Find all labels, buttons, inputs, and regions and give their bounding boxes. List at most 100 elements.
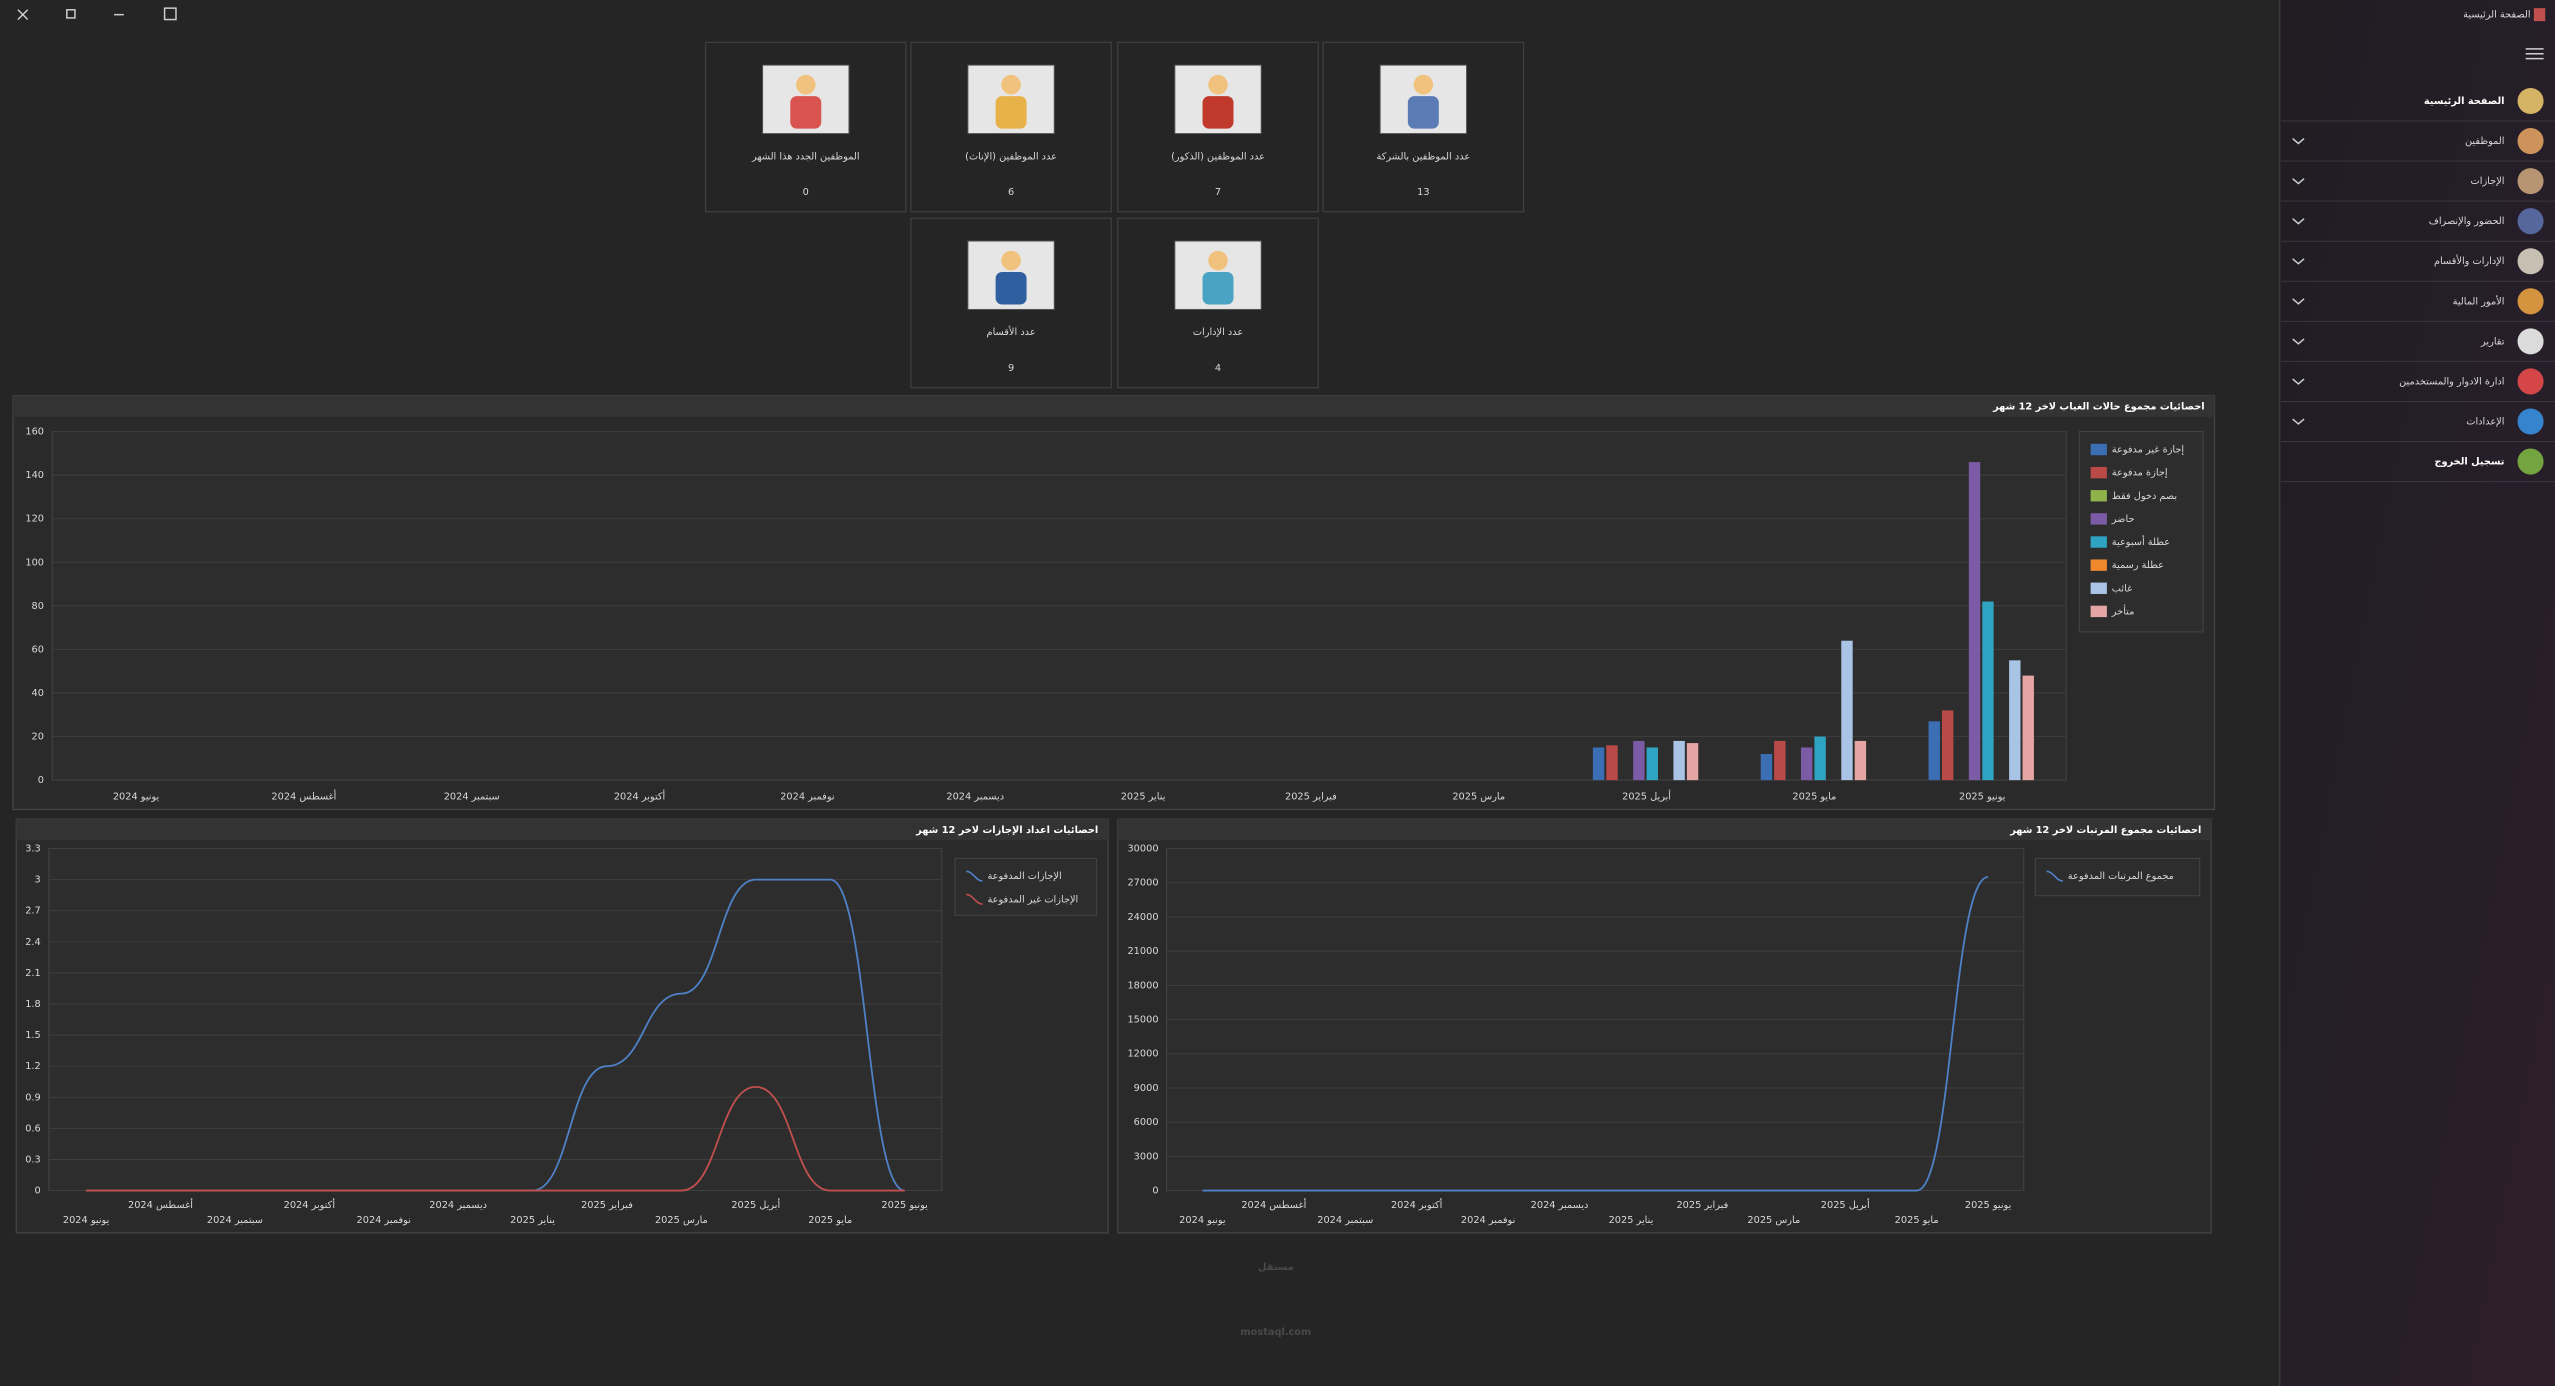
legend-label: الإجازات المدفوعة xyxy=(987,871,1061,882)
sidebar-title: الصفحة الرئيسية xyxy=(2463,10,2530,21)
card-value: 6 xyxy=(1008,187,1014,198)
menu-label[interactable]: الإعدادات xyxy=(2466,417,2504,428)
menu-item[interactable] xyxy=(2281,248,2555,282)
y-tick-label: 80 xyxy=(32,601,44,612)
chart-title: احصائيات اعداد الإجازات لاخر 12 شهر xyxy=(915,825,1098,836)
card-value: 13 xyxy=(1417,187,1429,198)
y-tick-label: 9000 xyxy=(1134,1083,1159,1094)
x-tick-label: يونيو 2024 xyxy=(113,791,160,802)
watermark-arabic: مستقل xyxy=(1258,1262,1294,1273)
menu-label[interactable]: الحضور والإنصراف xyxy=(2429,216,2505,227)
x-tick-label: أغسطس 2024 xyxy=(1241,1198,1306,1211)
menu-label[interactable]: الموظفين xyxy=(2465,136,2504,147)
bar xyxy=(2022,675,2034,781)
x-tick-label: ديسمبر 2024 xyxy=(1531,1200,1589,1211)
bar xyxy=(1606,745,1618,781)
bar xyxy=(1982,601,1994,781)
sidebar xyxy=(2279,0,2555,1386)
y-tick-label: 1.8 xyxy=(25,999,41,1010)
chart-header xyxy=(1117,819,2212,841)
y-tick-label: 21000 xyxy=(1127,946,1158,957)
menu-item[interactable] xyxy=(2281,448,2555,483)
chart-title: احصائيات مجموع حالات الغياب لاخر 12 شهر xyxy=(1992,401,2205,412)
menu-item[interactable] xyxy=(2281,87,2555,122)
card-icon-body xyxy=(1202,96,1234,129)
bar xyxy=(1686,743,1699,781)
bar xyxy=(1673,740,1685,781)
y-tick-label: 140 xyxy=(25,470,44,481)
y-tick-label: 12000 xyxy=(1127,1049,1158,1060)
x-tick-label: يناير 2025 xyxy=(1121,791,1166,802)
menu-chevron xyxy=(2292,378,2305,385)
y-tick-label: 0.3 xyxy=(25,1154,41,1165)
x-tick-label: فبراير 2025 xyxy=(1676,1200,1728,1211)
restore-button[interactable] xyxy=(66,9,76,19)
x-tick-label: يونيو 2025 xyxy=(1959,791,2006,802)
close-button[interactable] xyxy=(17,9,29,21)
menu-chevron xyxy=(2292,178,2305,185)
menu-item[interactable] xyxy=(2281,128,2555,162)
legend-label: عطلة رسمية xyxy=(2112,560,2164,571)
bar xyxy=(1646,747,1658,781)
x-tick-label: أغسطس 2024 xyxy=(128,1198,193,1211)
legend-swatch xyxy=(2046,870,2064,882)
y-tick-label: 100 xyxy=(25,557,44,568)
x-tick-label: مايو 2025 xyxy=(1895,1215,1939,1226)
chart-title: احصائيات مجموع المرتبات لاخر 12 شهر xyxy=(2009,825,2201,836)
card-icon-head xyxy=(1001,250,1021,271)
y-tick-label: 30000 xyxy=(1127,844,1158,855)
legend-label: الإجازات غير المدفوعة xyxy=(987,894,1078,905)
menu-label[interactable]: الإدارات والأقسام xyxy=(2434,254,2505,267)
card-label: عدد الموظفين (الإناث) xyxy=(965,151,1057,162)
bar xyxy=(1633,740,1645,781)
menu-icon xyxy=(2517,128,2544,155)
legend-label: متأخر xyxy=(2111,604,2135,617)
y-tick-label: 27000 xyxy=(1127,878,1158,889)
x-tick-label: مايو 2025 xyxy=(808,1215,852,1226)
card-icon-body xyxy=(995,271,1027,305)
menu-icon xyxy=(2517,248,2544,275)
x-tick-label: فبراير 2025 xyxy=(1285,791,1337,802)
menu-label[interactable]: تقارير xyxy=(2480,336,2505,347)
chart-header xyxy=(13,395,2215,417)
menu-item[interactable] xyxy=(2281,288,2555,322)
x-tick-label: يونيو 2025 xyxy=(881,1200,928,1211)
legend-box xyxy=(2034,857,2201,897)
menu-item[interactable] xyxy=(2281,368,2555,402)
menu-icon xyxy=(2517,288,2544,315)
bar xyxy=(1941,710,1954,781)
card-value: 7 xyxy=(1215,187,1221,198)
menu-label[interactable]: تسجيل الخروج xyxy=(2434,457,2504,468)
bar xyxy=(2009,660,2021,781)
x-tick-label: يناير 2025 xyxy=(510,1215,555,1226)
menu-item[interactable] xyxy=(2281,408,2555,443)
menu-label[interactable]: الأمور المالية xyxy=(2453,294,2505,307)
menu-chevron xyxy=(2292,218,2305,225)
card-icon-body xyxy=(1407,96,1439,129)
legend-swatch xyxy=(2090,490,2107,502)
y-tick-label: 6000 xyxy=(1134,1117,1159,1128)
card-icon-head xyxy=(1001,74,1021,95)
y-tick-label: 2.1 xyxy=(25,968,41,979)
legend-label: إجازة غير مدفوعة xyxy=(2112,445,2185,456)
menu-label[interactable]: الإجازات xyxy=(2471,176,2505,187)
menu-item[interactable] xyxy=(2281,328,2555,362)
card-icon-head xyxy=(795,74,816,95)
x-tick-label: مارس 2025 xyxy=(655,1215,708,1226)
menu-item[interactable] xyxy=(2281,168,2555,202)
plot-area xyxy=(48,848,943,1192)
menu-chevron xyxy=(2292,418,2305,425)
legend-box xyxy=(954,857,1098,916)
chart-header xyxy=(16,819,1109,841)
y-tick-label: 0 xyxy=(35,1186,41,1197)
menu-label[interactable]: ادارة الادوار والمستخدمين xyxy=(2399,376,2504,387)
menu-item[interactable] xyxy=(2281,208,2555,242)
legend-swatch xyxy=(966,893,983,906)
hamburger-menu[interactable] xyxy=(2525,48,2544,60)
menu-label[interactable]: الصفحة الرئيسية xyxy=(2424,96,2505,107)
bar xyxy=(1968,462,1981,781)
x-tick-label: أبريل 2025 xyxy=(1821,1198,1870,1211)
x-tick-label: مارس 2025 xyxy=(1747,1215,1800,1226)
app-icon[interactable] xyxy=(163,7,177,21)
